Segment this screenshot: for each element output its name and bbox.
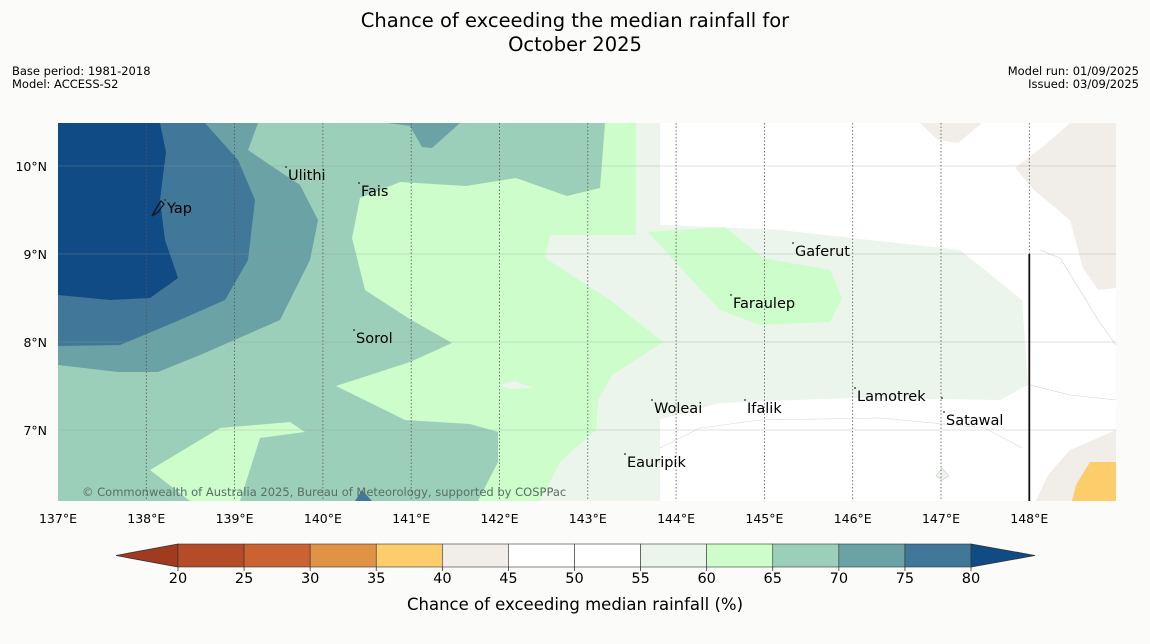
place-label: Eauripik: [627, 455, 686, 471]
colorbar-tick-label: 40: [433, 571, 451, 587]
place-marker: [651, 399, 653, 401]
contour-75-80-north: [388, 123, 460, 148]
longitude-label: 146°E: [834, 511, 872, 526]
place-marker: [285, 166, 287, 168]
contour-40-45-east: [1015, 123, 1116, 290]
colorbar-segment: [706, 543, 774, 568]
colorbar: 20 25 30 35 40 45 50 55 60 65 70 75 80: [115, 543, 1036, 587]
contour-small-patch: [935, 467, 950, 481]
longitude-label: 143°E: [569, 511, 607, 526]
base-period-text: Base period: 1981-2018: [12, 64, 151, 78]
longitude-label: 137°E: [39, 511, 77, 526]
colorbar-tick-label: 25: [235, 571, 253, 587]
colorbar-segment: [177, 543, 245, 568]
contour-80-plus-south: [355, 490, 372, 501]
model-run-text: Model run: 01/09/2025: [1007, 64, 1139, 78]
place-label: Yap: [166, 201, 192, 217]
longitude-labels: 137°E 138°E 139°E 140°E 141°E 142°E 143°E 144°E…: [39, 511, 1048, 526]
contour-80-plus: [58, 123, 178, 300]
place-label: Lamotrek: [857, 389, 926, 405]
colorbar-title: Chance of exceeding median rainfall (%): [407, 595, 743, 614]
colorbar-segment: [574, 543, 641, 568]
colorbar-segment: [640, 543, 707, 568]
place-label: Woleai: [654, 401, 702, 417]
colorbar-segment: [838, 543, 906, 568]
colorbar-segment: [243, 543, 311, 568]
place-label: Fais: [361, 184, 388, 200]
title-line-2: October 2025: [508, 33, 642, 56]
place-label: Ulithi: [288, 168, 326, 184]
colorbar-segment: [309, 543, 377, 568]
contour-small-patch-2: [498, 381, 534, 389]
place-marker: [353, 329, 355, 331]
contour-line-south: [659, 417, 1023, 449]
longitude-label: 140°E: [304, 511, 342, 526]
place-label: Sorol: [356, 331, 393, 347]
attribution-text: © Commonwealth of Australia 2025, Bureau…: [82, 485, 566, 499]
place-marker: [854, 387, 856, 389]
colorbar-tick-label: 75: [896, 571, 914, 587]
place-marker: [730, 294, 732, 296]
longitude-label: 141°E: [392, 511, 430, 526]
contour-65-70-faraulep: [648, 227, 842, 325]
colorbar-segment: [442, 543, 509, 568]
latitude-label: 9°N: [23, 247, 47, 262]
model-text: Model: ACCESS-S2: [12, 77, 119, 91]
contour-35-40: [1072, 462, 1116, 501]
colorbar-tick-label: 20: [169, 571, 187, 587]
issue-info: Model run: 01/09/2025 Issued: 03/09/2025: [1008, 65, 1139, 91]
colorbar-segment: [508, 543, 575, 568]
rainfall-map: [58, 123, 1116, 501]
longitude-label: 145°E: [745, 511, 783, 526]
place-marker: [624, 453, 626, 455]
longitude-label: 139°E: [216, 511, 254, 526]
place-labels: Yap Ulithi Fais Gaferut Faraulep Sorol Woleai I…: [151, 166, 1003, 471]
yap-island-outline: [151, 200, 165, 217]
colorbar-tick-label: 45: [499, 571, 517, 587]
contour-line-east-2: [1029, 384, 1116, 401]
colorbar-segment: [772, 543, 840, 568]
place-marker: [358, 182, 360, 184]
colorbar-segment: [904, 543, 972, 568]
colorbar-tick-label: 70: [830, 571, 848, 587]
place-marker: [164, 199, 166, 201]
colorbar-tick-label: 80: [962, 571, 980, 587]
place-label: Ifalik: [747, 401, 782, 417]
latitude-labels: 10°N 9°N 8°N 7°N: [15, 159, 47, 438]
colorbar-tick-label: 35: [367, 571, 385, 587]
place-label: Gaferut: [795, 244, 850, 260]
place-marker: [792, 242, 794, 244]
map-title: Chance of exceeding the median rainfall …: [0, 9, 1150, 57]
latitude-label: 8°N: [23, 335, 47, 350]
colorbar-extend-high: [970, 543, 1036, 568]
colorbar-tick-label: 30: [301, 571, 319, 587]
colorbar-tick-label: 65: [764, 571, 782, 587]
longitude-label: 144°E: [657, 511, 695, 526]
model-info: Base period: 1981-2018 Model: ACCESS-S2: [12, 65, 151, 91]
longitude-label: 147°E: [922, 511, 960, 526]
colorbar-extend-low: [115, 543, 179, 568]
colorbar-tick-label: 55: [631, 571, 649, 587]
colorbar-segment: [375, 543, 443, 568]
map-grid: [58, 123, 1116, 501]
place-label: Satawal: [946, 413, 1003, 429]
latitude-label: 10°N: [15, 159, 47, 174]
latitude-label: 7°N: [23, 423, 47, 438]
longitude-label: 148°E: [1010, 511, 1048, 526]
place-label: Faraulep: [733, 296, 795, 312]
longitude-label: 138°E: [127, 511, 165, 526]
contour-line-east: [1039, 249, 1116, 346]
contour-40-45-north: [920, 123, 982, 143]
issued-text: Issued: 03/09/2025: [1028, 77, 1139, 91]
colorbar-tick-label: 50: [565, 571, 583, 587]
place-marker: [941, 397, 943, 399]
place-marker: [744, 399, 746, 401]
longitude-label: 142°E: [480, 511, 518, 526]
title-line-1: Chance of exceeding the median rainfall …: [360, 9, 790, 32]
colorbar-tick-label: 60: [697, 571, 715, 587]
place-marker: [943, 411, 945, 413]
